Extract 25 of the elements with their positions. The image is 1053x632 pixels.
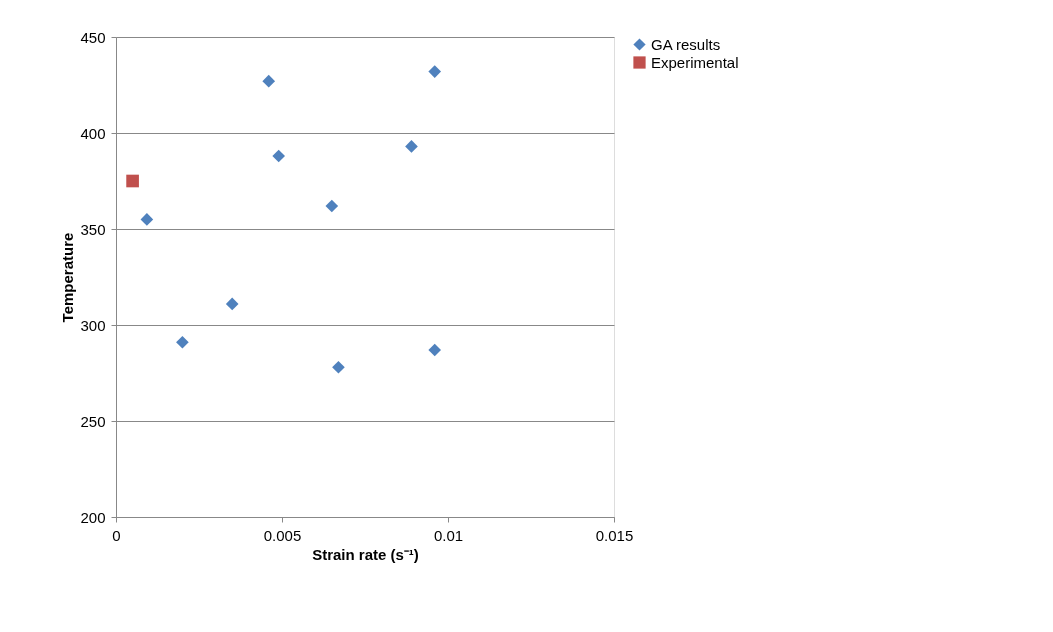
- x-tick-label: 0.015: [595, 526, 634, 544]
- y-axis-title: Temperature: [59, 232, 77, 323]
- x-tick-label: 0: [112, 526, 121, 544]
- x-axis-title: Strain rate (s⁻¹): [312, 545, 419, 563]
- point: [428, 343, 442, 357]
- point: [140, 213, 154, 226]
- y-tick-label: 450: [80, 28, 106, 46]
- point: [126, 174, 139, 188]
- x-tick-label: 0.01: [433, 526, 464, 544]
- point: [272, 149, 285, 163]
- y-tick-label: 400: [80, 124, 106, 142]
- point: [225, 297, 239, 311]
- point: [405, 140, 418, 153]
- y-tick-label: 250: [80, 412, 106, 430]
- y-tick-label: 200: [80, 508, 106, 526]
- point: [325, 199, 339, 213]
- y-tick-label: 300: [80, 316, 106, 334]
- point: [262, 74, 276, 88]
- x-tick-label: 0.005: [263, 526, 302, 544]
- point: [176, 335, 189, 349]
- point: [428, 65, 442, 78]
- legend-label: GA results: [651, 35, 721, 53]
- point: [332, 360, 345, 374]
- legend-label: Experimental: [651, 53, 739, 71]
- y-tick-label: 350: [80, 220, 106, 238]
